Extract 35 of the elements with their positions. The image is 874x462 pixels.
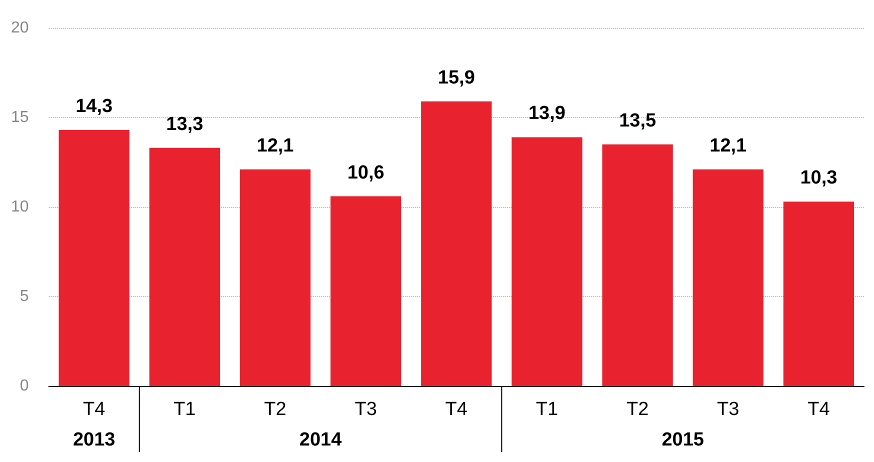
x-tick-label: T4 <box>445 399 468 420</box>
text: 2014 <box>299 430 342 450</box>
data-label: 10,6 <box>347 162 384 184</box>
y-tick-label: 15 <box>11 109 29 126</box>
x-tick-label: T2 <box>626 399 649 420</box>
bar <box>602 144 673 386</box>
x-tick-label: T1 <box>174 399 196 420</box>
bar <box>692 169 764 386</box>
bar <box>512 137 582 386</box>
bar <box>330 196 402 386</box>
x-tick-label: T3 <box>717 399 740 420</box>
y-tick-label: 5 <box>20 288 29 305</box>
data-label: 10,3 <box>800 168 838 189</box>
bar <box>149 148 220 386</box>
bar <box>421 101 492 386</box>
text: 2015 <box>662 430 704 450</box>
data-label: 13,9 <box>528 103 566 124</box>
x-tick-label: T4 <box>82 399 106 420</box>
data-label: 15,9 <box>438 67 475 88</box>
x-tick-label: T3 <box>354 399 377 420</box>
x-tick-label: T2 <box>264 399 286 420</box>
bar <box>58 130 130 386</box>
y-tick-label: 20 <box>11 20 29 36</box>
data-label: 13,5 <box>619 110 656 132</box>
bar <box>240 169 311 386</box>
data-label: 13,3 <box>166 114 204 135</box>
y-tick-label: 10 <box>11 198 29 216</box>
data-label: 14,3 <box>76 96 113 118</box>
data-label: 12,1 <box>256 135 294 156</box>
bar <box>783 202 854 386</box>
text: 2013 <box>72 430 116 450</box>
x-tick-label: T1 <box>536 399 558 420</box>
data-label: 12,1 <box>710 135 748 156</box>
y-tick-label: 0 <box>20 378 29 394</box>
x-tick-label: T4 <box>808 399 830 420</box>
